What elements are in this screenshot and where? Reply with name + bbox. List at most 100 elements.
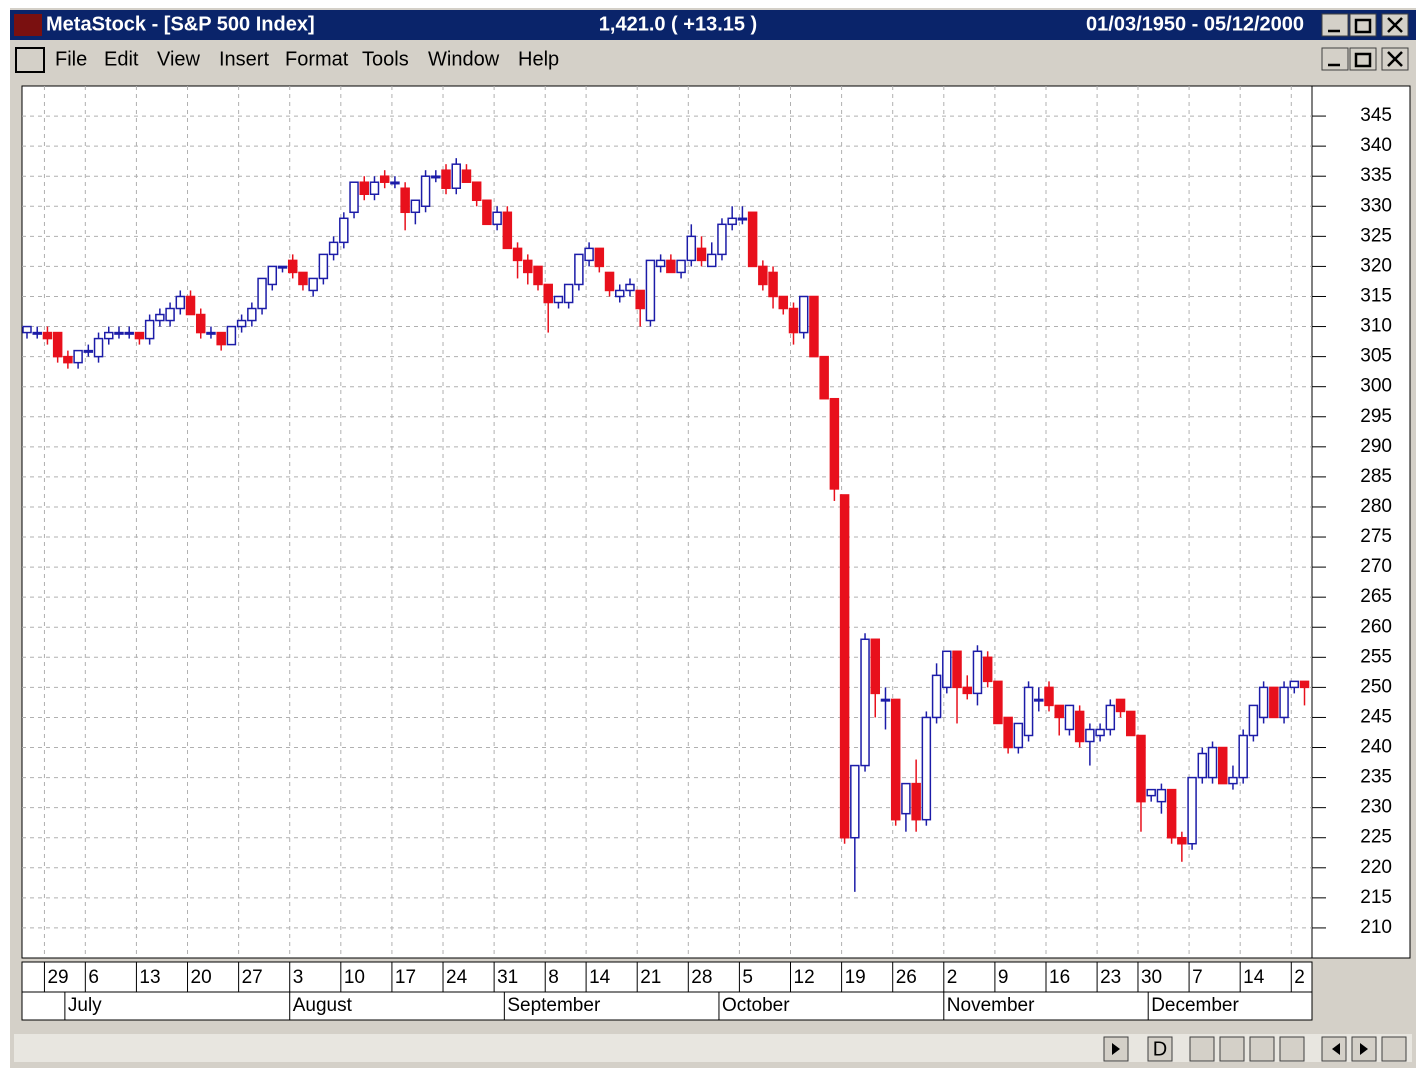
menu-item[interactable]: Tools — [362, 48, 409, 70]
menu-item[interactable]: Window — [428, 48, 500, 70]
candle-body — [706, 253, 717, 268]
candle-body — [63, 355, 73, 364]
candle-body — [1003, 716, 1013, 749]
candle-body — [1197, 752, 1208, 779]
x-tick-label: 8 — [548, 967, 559, 988]
y-tick-label: 265 — [1360, 586, 1392, 607]
y-tick-label: 210 — [1360, 917, 1392, 938]
month-label: December — [1151, 995, 1239, 1016]
menu-item[interactable]: Format — [285, 48, 349, 70]
candle-body — [563, 283, 574, 304]
candle-body — [52, 331, 63, 358]
candle-body — [195, 313, 206, 334]
y-tick-label: 280 — [1360, 496, 1392, 517]
x-tick-label: 31 — [497, 967, 518, 988]
candle-body — [1044, 686, 1054, 707]
menu-item[interactable]: File — [55, 48, 87, 70]
price: 1,421.0 ( +13.15 ) — [599, 13, 757, 35]
candle-body — [901, 782, 911, 815]
minimize[interactable] — [1321, 13, 1349, 37]
button[interactable] — [1189, 1036, 1215, 1062]
candle-body — [798, 295, 809, 334]
candle-body — [952, 650, 962, 689]
candle-body — [83, 349, 94, 353]
candle-body — [1177, 836, 1187, 845]
menu-item[interactable]: View — [157, 48, 201, 70]
candle-body — [911, 782, 921, 821]
x-tick-label: 29 — [47, 967, 68, 988]
candle-body — [114, 331, 124, 335]
y-tick-label: 290 — [1360, 436, 1392, 457]
candle-body — [1207, 746, 1218, 779]
candle-body — [1126, 710, 1136, 737]
button[interactable] — [1249, 1036, 1275, 1062]
toolbar-buttons[interactable] — [1103, 1036, 1407, 1062]
period-button[interactable] — [1147, 1036, 1173, 1062]
y-tick-label: 305 — [1360, 346, 1392, 367]
x-tick-label: 9 — [998, 967, 1009, 988]
candle-body — [1289, 680, 1300, 689]
candle-body — [1095, 728, 1105, 737]
candle-body — [134, 331, 145, 340]
candle-body — [758, 265, 768, 286]
doc-icon — [15, 47, 45, 73]
candle-body — [124, 331, 134, 335]
candle-body — [492, 211, 502, 226]
menu-buttons[interactable] — [1321, 47, 1409, 71]
button[interactable] — [1321, 1036, 1347, 1062]
candle-body — [768, 271, 778, 298]
candle-body — [400, 187, 410, 214]
minimize[interactable] — [1321, 47, 1349, 71]
candle-body — [104, 331, 114, 340]
candle-body — [206, 331, 216, 335]
candle-body — [523, 259, 533, 274]
candle-body — [1187, 776, 1197, 845]
y-tick-label: 325 — [1360, 225, 1392, 246]
candle-body — [533, 265, 543, 286]
candle-body — [32, 331, 42, 335]
candle-body — [267, 265, 278, 286]
y-tick-label: 255 — [1360, 646, 1392, 667]
period-label: D — [1153, 1038, 1167, 1060]
candle-body — [778, 295, 789, 310]
x-tick-label: 27 — [242, 967, 263, 988]
y-tick-label: 230 — [1360, 797, 1392, 818]
candle-body — [277, 265, 288, 269]
candle-body — [747, 211, 758, 268]
window-title: MetaStock - [S&P 500 Index] — [46, 13, 315, 35]
x-tick-label: 5 — [742, 967, 753, 988]
candle-body — [236, 319, 247, 328]
candle-body — [298, 271, 308, 286]
menu-item[interactable]: Edit — [104, 48, 139, 70]
candle-body — [175, 295, 186, 310]
candle-body — [1248, 704, 1259, 737]
button[interactable] — [1381, 1036, 1407, 1062]
candle-body — [144, 319, 155, 340]
candle-body — [1217, 746, 1228, 785]
date-range: 01/03/1950 - 05/12/2000 — [1086, 13, 1304, 35]
menu-item[interactable]: Insert — [219, 48, 269, 70]
y-tick-label: 295 — [1360, 406, 1392, 427]
candle-body — [1166, 788, 1177, 839]
title-buttons[interactable] — [1321, 13, 1409, 37]
candle-body — [165, 307, 175, 322]
candle-body — [318, 253, 329, 280]
candle-body — [921, 716, 932, 821]
menu-item[interactable]: Help — [518, 48, 559, 70]
candle-body — [696, 247, 707, 262]
candle-body — [788, 307, 799, 334]
scrollbar[interactable] — [14, 1034, 1412, 1062]
candle-body — [819, 355, 829, 400]
button[interactable] — [1219, 1036, 1245, 1062]
x-tick-label: 28 — [691, 967, 712, 988]
candle-body — [1238, 734, 1248, 779]
candle-body — [972, 650, 983, 695]
x-tick-label: 10 — [344, 967, 365, 988]
button[interactable] — [1279, 1036, 1305, 1062]
y-tick-label: 335 — [1360, 165, 1392, 186]
y-tick-label: 220 — [1360, 857, 1392, 878]
candle-body — [379, 175, 390, 183]
candle-body — [359, 181, 370, 195]
candle-body — [942, 650, 952, 689]
candle-body — [431, 175, 441, 179]
